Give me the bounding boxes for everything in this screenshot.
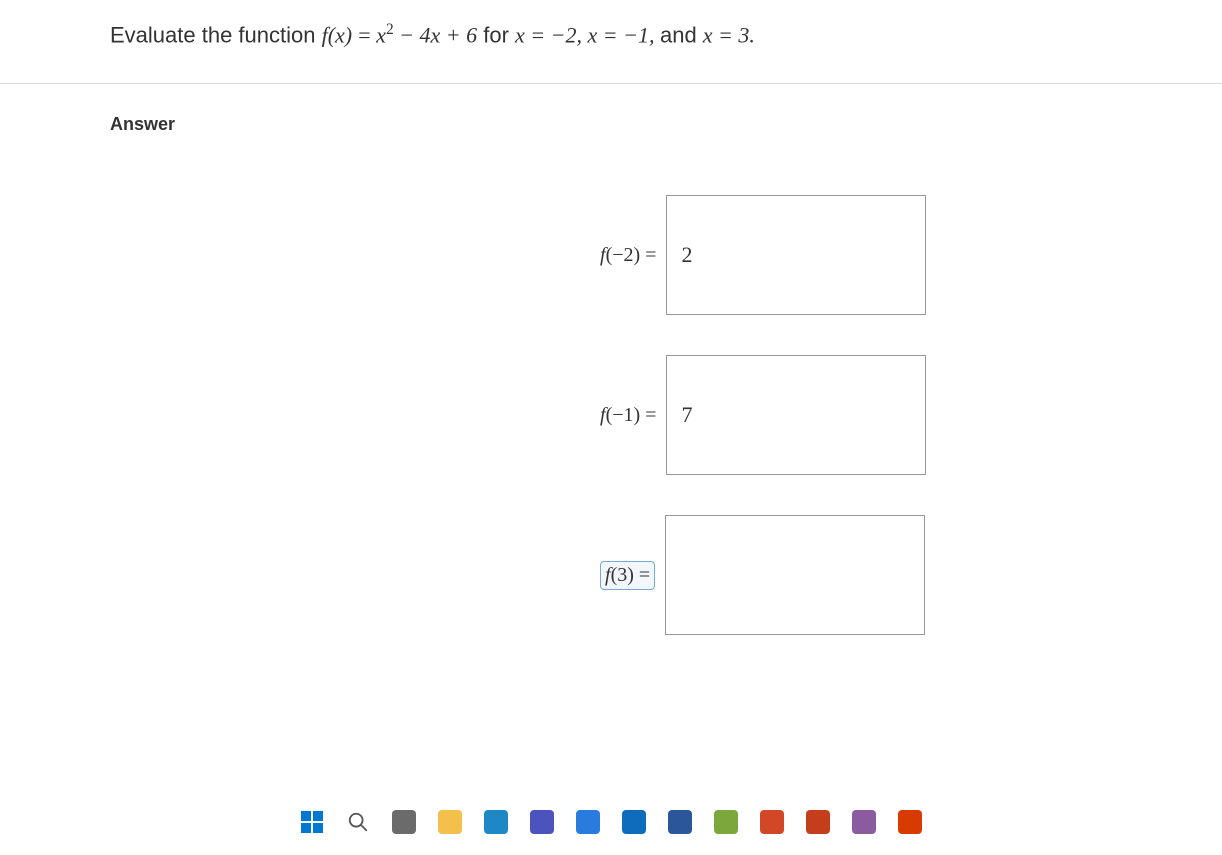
func-lhs: f(x)	[322, 22, 353, 47]
app-tile-icon	[852, 810, 876, 834]
app-tile-icon	[392, 810, 416, 834]
word-icon[interactable]	[666, 808, 694, 836]
func-arg: (3)	[611, 564, 634, 586]
answer-row: f(−1) = 7	[600, 355, 926, 475]
taskbar	[0, 799, 1222, 845]
app-icon-1[interactable]	[712, 808, 740, 836]
outlook-icon[interactable]	[620, 808, 648, 836]
answer-label: f(3) =	[600, 561, 655, 590]
app-icon-2[interactable]	[758, 808, 786, 836]
for-text: for	[483, 22, 515, 47]
equals: =	[358, 22, 376, 47]
file-explorer-icon[interactable]	[436, 808, 464, 836]
expr-rest: − 4x + 6	[394, 22, 477, 47]
and-text: and	[660, 22, 703, 47]
app-tile-icon	[714, 810, 738, 834]
answer-heading: Answer	[110, 114, 1162, 135]
app-tile-icon	[438, 810, 462, 834]
app-tile-icon	[484, 810, 508, 834]
teams-icon[interactable]	[528, 808, 556, 836]
app-tile-icon	[760, 810, 784, 834]
task-view-icon[interactable]	[390, 808, 418, 836]
answer-row: f(−2) = 2	[600, 195, 926, 315]
question-area: Evaluate the function f(x) = x2 − 4x + 6…	[0, 0, 1222, 635]
answer-input[interactable]: 2	[666, 195, 926, 315]
app-tile-icon	[576, 810, 600, 834]
func-arg: (−1)	[606, 404, 641, 426]
question-text: Evaluate the function f(x) = x2 − 4x + 6…	[110, 18, 1162, 51]
app-icon-4[interactable]	[850, 808, 878, 836]
store-icon[interactable]	[574, 808, 602, 836]
answer-input[interactable]: 7	[666, 355, 926, 475]
question-prefix: Evaluate the function	[110, 22, 322, 47]
app-tile-icon	[530, 810, 554, 834]
expr-term1: x	[376, 22, 386, 47]
app-tile-icon	[806, 810, 830, 834]
equals-sign: =	[634, 564, 650, 586]
windows-logo-icon	[301, 811, 323, 833]
app-tile-icon	[668, 810, 692, 834]
equals-sign: =	[640, 244, 656, 266]
answer-row: f(3) =	[600, 515, 925, 635]
answer-value: 2	[681, 242, 692, 268]
expr-exp: 2	[386, 21, 394, 38]
app-tile-icon	[898, 810, 922, 834]
search-icon[interactable]	[344, 808, 372, 836]
app-icon-3[interactable]	[804, 808, 832, 836]
edge-icon[interactable]	[482, 808, 510, 836]
app-tile-icon	[622, 810, 646, 834]
cond2: x = −1,	[588, 22, 660, 47]
answer-rows: f(−2) = 2 f(−1) = 7 f(3) =	[600, 195, 1162, 635]
cond3: x = 3.	[703, 22, 755, 47]
equals-sign: =	[640, 404, 656, 426]
answer-section: Answer f(−2) = 2 f(−1) = 7 f(3) =	[110, 84, 1162, 635]
magnifier-icon	[347, 811, 369, 833]
func-arg: (−2)	[606, 244, 641, 266]
answer-label: f(−2) =	[600, 244, 656, 267]
app-icon-5[interactable]	[896, 808, 924, 836]
answer-input[interactable]	[665, 515, 925, 635]
windows-start-icon[interactable]	[298, 808, 326, 836]
cond1: x = −2,	[515, 22, 587, 47]
answer-value: 7	[681, 402, 692, 428]
answer-label: f(−1) =	[600, 404, 656, 427]
